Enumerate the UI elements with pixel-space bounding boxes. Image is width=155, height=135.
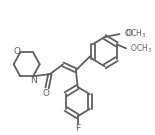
Text: O: O <box>13 47 20 56</box>
Text: O: O <box>125 29 132 38</box>
Text: F: F <box>75 124 80 134</box>
Text: N: N <box>30 76 37 85</box>
Text: $\rm OCH_3$: $\rm OCH_3$ <box>130 42 152 55</box>
Text: O: O <box>43 89 50 98</box>
Text: $\rm OCH_3$: $\rm OCH_3$ <box>124 28 146 40</box>
